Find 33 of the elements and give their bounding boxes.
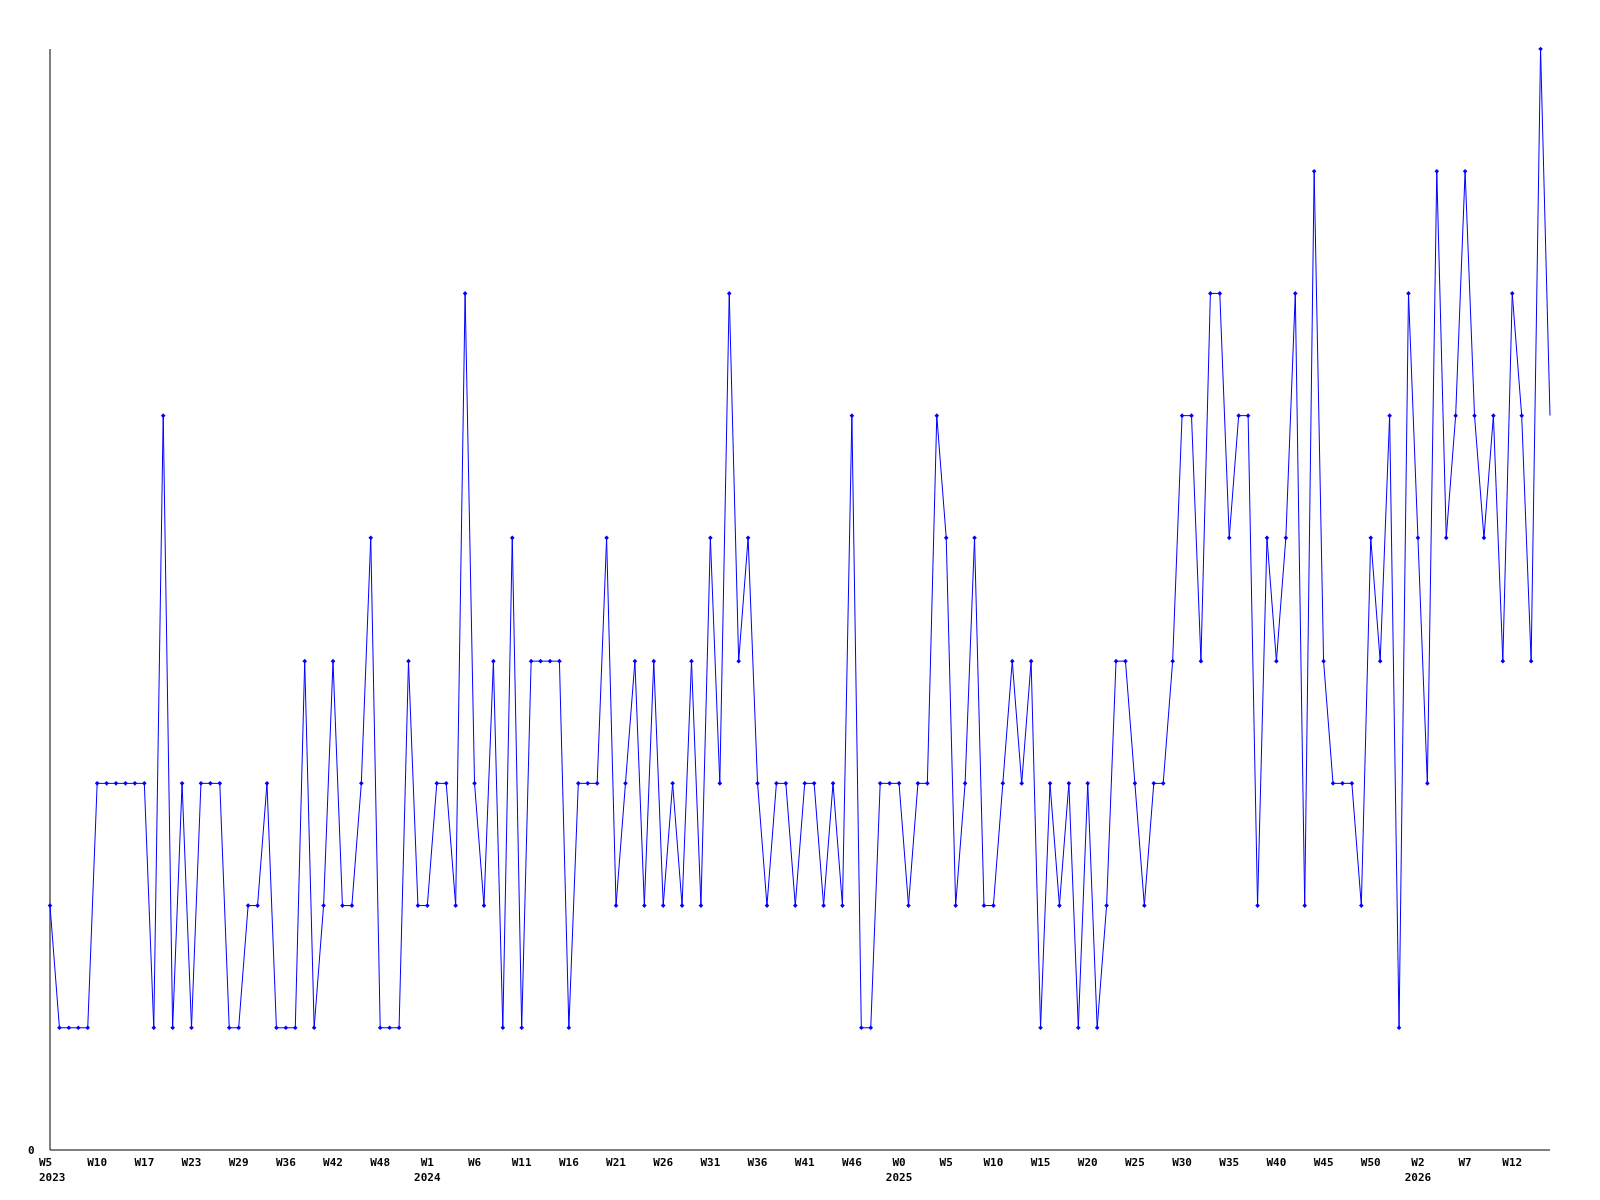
x-tick-label: W17 bbox=[134, 1156, 155, 1169]
x-tick-label: W40 bbox=[1266, 1156, 1287, 1169]
x-tick-label: W36 bbox=[275, 1156, 297, 1169]
x-tick-label: W26 bbox=[653, 1156, 674, 1169]
x-tick-label: W20 bbox=[1077, 1156, 1098, 1169]
x-tick-label: W30 bbox=[1172, 1156, 1193, 1169]
x-tick-label: W36 bbox=[747, 1156, 768, 1169]
x-tick-label: W1 2024 bbox=[414, 1156, 441, 1184]
x-tick-label: W21 bbox=[606, 1156, 627, 1169]
x-tick-label: W15 bbox=[1030, 1156, 1051, 1169]
x-tick-label: W16 bbox=[558, 1156, 580, 1169]
x-tick-label: W41 bbox=[794, 1156, 816, 1169]
x-tick-label: W5 2023 bbox=[39, 1156, 66, 1184]
x-tick-label: W0 2025 bbox=[885, 1156, 913, 1184]
x-tick-label: W42 bbox=[323, 1156, 343, 1169]
x-tick-label: W35 bbox=[1219, 1156, 1240, 1169]
x-tick-label: W45 bbox=[1313, 1156, 1334, 1169]
x-tick-label: W10 bbox=[87, 1156, 108, 1169]
x-tick-label: W50 bbox=[1360, 1156, 1381, 1169]
x-tick-label: W31 bbox=[700, 1156, 721, 1169]
x-tick-label: W11 bbox=[511, 1156, 533, 1169]
x-tick-label: W7 bbox=[1458, 1156, 1472, 1169]
x-tick-label: W29 bbox=[228, 1156, 249, 1169]
x-tick-label: W5 bbox=[939, 1156, 953, 1169]
x-tick-label: W12 bbox=[1502, 1156, 1523, 1169]
text: 0 bbox=[28, 1144, 35, 1157]
x-tick-label: W2 2026 bbox=[1404, 1156, 1432, 1184]
x-tick-label: W23 bbox=[181, 1156, 202, 1169]
x-tick-label: W48 bbox=[370, 1156, 391, 1169]
x-tick-label: W6 bbox=[467, 1156, 482, 1169]
x-tick-label: W25 bbox=[1124, 1156, 1145, 1169]
x-tick-label: W46 bbox=[841, 1156, 863, 1169]
x-tick-label: W10 bbox=[983, 1156, 1004, 1169]
